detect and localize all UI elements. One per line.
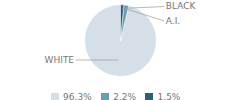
svg-text:WHITE: WHITE: [45, 55, 75, 65]
svg-text:BLACK: BLACK: [166, 1, 197, 11]
svg-text:A.I.: A.I.: [166, 16, 180, 26]
